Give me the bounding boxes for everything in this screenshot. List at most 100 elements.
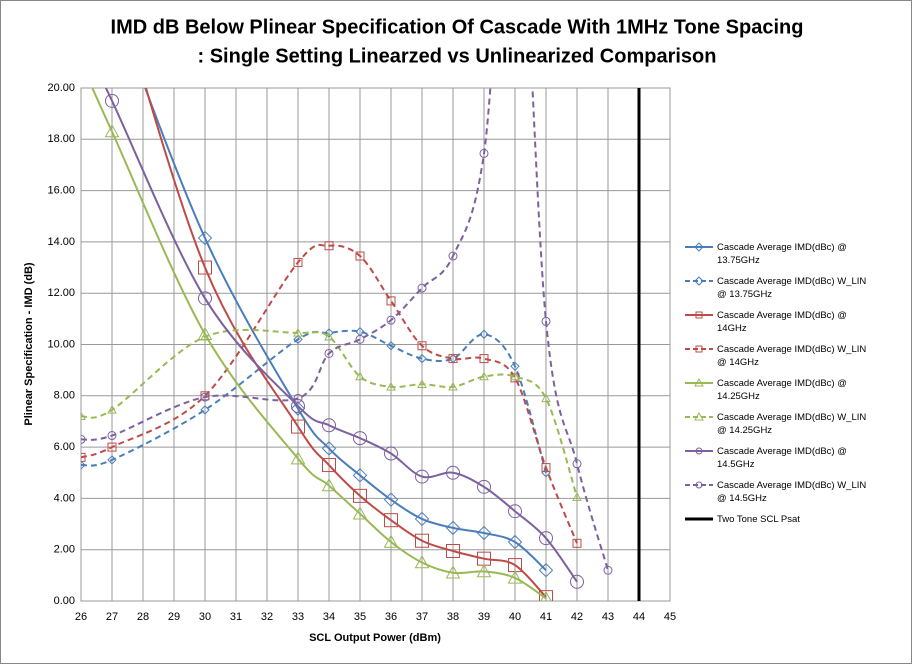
marker	[479, 371, 489, 381]
legend-entry: Cascade Average IMD(dBc) W_LIN @ 14.5GHz	[683, 479, 873, 505]
y-tick-label: 16.00	[47, 185, 75, 197]
marker	[107, 404, 117, 414]
marker	[538, 563, 554, 578]
legend-entry: Cascade Average IMD(dBc) W_LIN @ 14.25GH…	[683, 411, 873, 437]
legend-entry: Cascade Average IMD(dBc) W_LIN @ 14GHz	[683, 343, 873, 369]
legend-entry: Cascade Average IMD(dBc) @ 14GHz	[683, 309, 873, 335]
chart-title: IMD dB Below Plinear Specification Of Ca…	[111, 16, 804, 38]
marker	[386, 381, 396, 391]
marker	[324, 331, 334, 341]
marker	[324, 328, 334, 338]
x-tick-label: 29	[168, 611, 180, 623]
y-tick-label: 12.00	[47, 287, 75, 299]
marker	[541, 463, 551, 473]
x-tick-label: 42	[571, 611, 583, 623]
marker	[198, 291, 212, 306]
marker	[321, 478, 337, 492]
marker	[446, 543, 460, 558]
legend-swatch	[685, 517, 713, 521]
marker	[417, 379, 427, 388]
marker	[107, 455, 117, 465]
marker	[417, 283, 427, 293]
marker	[290, 451, 306, 465]
marker	[81, 460, 86, 470]
legend-marker	[695, 481, 703, 489]
legend-label: Cascade Average IMD(dBc) @ 14GHz	[717, 310, 847, 334]
marker	[539, 531, 553, 546]
marker	[448, 354, 458, 364]
x-tick-label: 40	[509, 611, 521, 623]
series-line	[81, 329, 547, 474]
marker	[510, 371, 520, 381]
legend-swatch	[685, 411, 713, 421]
marker	[386, 296, 396, 306]
marker	[355, 251, 365, 261]
marker	[81, 411, 86, 421]
marker	[197, 326, 213, 340]
marker	[107, 431, 117, 441]
legend-label: Cascade Average IMD(dBc) @ 14.5GHz	[717, 446, 847, 470]
x-axis-label: SCL Output Power (dBm)	[309, 632, 441, 644]
x-tick-label: 37	[416, 611, 428, 623]
series-line	[144, 88, 547, 598]
legend-entry: Cascade Average IMD(dBc) @ 14.25GHz	[683, 377, 873, 403]
marker	[386, 315, 396, 325]
marker	[75, 56, 88, 68]
marker	[197, 230, 213, 246]
legend-label: Cascade Average IMD(dBc) W_LIN @ 14.5GHz	[717, 480, 867, 504]
legend-swatch	[685, 481, 713, 489]
marker	[414, 511, 430, 527]
marker	[448, 251, 458, 261]
marker	[293, 393, 303, 403]
marker	[106, 1, 119, 5]
legend-marker	[695, 311, 703, 319]
marker	[384, 513, 398, 528]
series-line	[104, 88, 578, 583]
marker	[479, 329, 489, 339]
y-axis-label: Plinear Specification - IMD (dB)	[23, 262, 35, 426]
y-tick-label: 6.00	[54, 441, 75, 453]
marker	[507, 534, 523, 550]
marker	[415, 533, 429, 548]
marker	[510, 361, 520, 372]
legend-entry: Two Tone SCL Psat	[683, 513, 873, 526]
marker	[572, 538, 582, 548]
x-tick-label: 45	[664, 611, 676, 623]
x-tick-label: 43	[602, 611, 614, 623]
series-group	[75, 1, 641, 601]
chart-title: : Single Setting Linearzed vs Unlineariz…	[198, 45, 717, 67]
series-line	[91, 88, 547, 600]
x-tick-label: 39	[478, 611, 490, 623]
x-tick-label: 27	[106, 611, 118, 623]
x-tick-label: 34	[323, 611, 335, 623]
marker	[417, 353, 427, 364]
x-tick-label: 41	[540, 611, 552, 623]
marker	[479, 354, 489, 364]
legend-label: Cascade Average IMD(dBc) @ 13.75GHz	[717, 242, 847, 266]
legend-marker	[694, 377, 704, 387]
marker	[321, 441, 337, 456]
legend-swatch	[685, 311, 713, 319]
y-tick-label: 20.00	[47, 82, 75, 94]
marker	[322, 418, 336, 433]
marker	[603, 565, 613, 575]
legend-entry: Cascade Average IMD(dBc) @ 14.5GHz	[683, 445, 873, 471]
marker	[200, 392, 210, 402]
marker	[105, 93, 119, 108]
legend-swatch	[685, 447, 713, 455]
marker	[448, 381, 458, 391]
marker	[572, 459, 582, 469]
legend-entry: Cascade Average IMD(dBc) W_LIN @ 13.75GH…	[683, 275, 873, 301]
marker	[81, 452, 86, 462]
legend-marker	[694, 242, 704, 252]
marker	[383, 492, 399, 507]
legend-marker	[694, 411, 704, 421]
marker	[445, 565, 461, 579]
marker	[353, 488, 367, 503]
marker	[570, 574, 584, 589]
x-tick-label: 31	[230, 611, 242, 623]
x-tick-label: 32	[261, 611, 273, 623]
legend-entry: Cascade Average IMD(dBc) @ 13.75GHz	[683, 241, 873, 267]
marker	[414, 554, 430, 569]
